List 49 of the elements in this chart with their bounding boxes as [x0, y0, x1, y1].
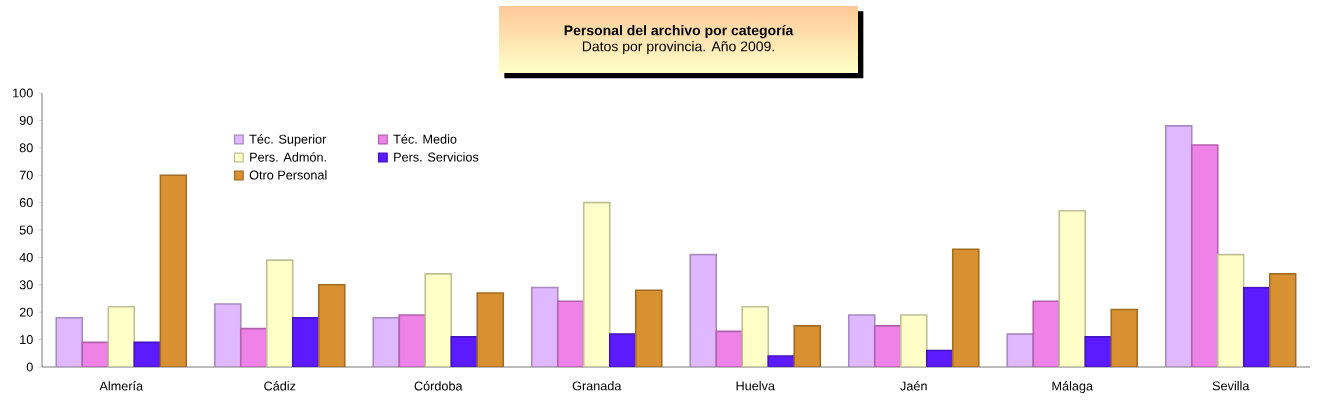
y-tick-label: 20 [19, 307, 33, 317]
x-tick-label: Jaén [900, 381, 927, 391]
bar [1110, 308, 1139, 367]
x-tick-label: Granada [572, 381, 622, 391]
x-tick-label: Almería [99, 381, 144, 391]
bar [951, 248, 980, 367]
bar [265, 259, 294, 367]
bar [689, 253, 718, 367]
bar [1268, 273, 1297, 367]
y-tick-label: 50 [19, 225, 33, 235]
y-tick-label: 70 [19, 170, 33, 180]
y-tick-label: 60 [19, 198, 33, 208]
x-tick-label: Sevilla [1212, 381, 1250, 391]
x-tick-label: Cádiz [264, 381, 296, 391]
x-tick-label: Huelva [736, 381, 775, 391]
legend-label: Pers. Admón. [250, 152, 326, 162]
bar [1032, 300, 1061, 367]
chart-subtitle: Datos por provincia. Año 2009. [582, 41, 774, 55]
chart-title: Personal del archivo por categoría [564, 24, 794, 39]
x-tick-label: Córdoba [414, 381, 463, 391]
bar [582, 201, 611, 367]
bar [530, 286, 559, 367]
legend-label: Téc. Superior [249, 134, 327, 147]
bar [476, 292, 505, 367]
bar [424, 273, 453, 367]
bar [55, 316, 84, 367]
bar [1164, 125, 1193, 367]
legend-label: Otro Personal [249, 170, 327, 180]
y-tick-label: 90 [19, 115, 33, 125]
y-tick-label: 80 [19, 143, 33, 153]
y-tick-label: 100 [13, 88, 33, 98]
y-tick-label: 10 [20, 335, 33, 345]
y-tick-label: 40 [19, 252, 33, 262]
legend-label: Pers. Servicios [394, 152, 479, 162]
bar [291, 316, 320, 367]
bar [634, 289, 663, 367]
x-tick-label: Málaga [1052, 381, 1094, 394]
bar [317, 284, 346, 367]
bar [1242, 286, 1271, 367]
bar [1216, 253, 1245, 367]
bar [159, 174, 188, 367]
bar [556, 300, 585, 367]
bar [1058, 210, 1087, 367]
legend-label: Téc. Medio [393, 134, 457, 144]
bar [372, 316, 401, 367]
y-tick-label: 0 [26, 362, 33, 372]
y-tick-label: 30 [19, 280, 33, 290]
bar [793, 325, 822, 367]
bar [1190, 144, 1219, 367]
